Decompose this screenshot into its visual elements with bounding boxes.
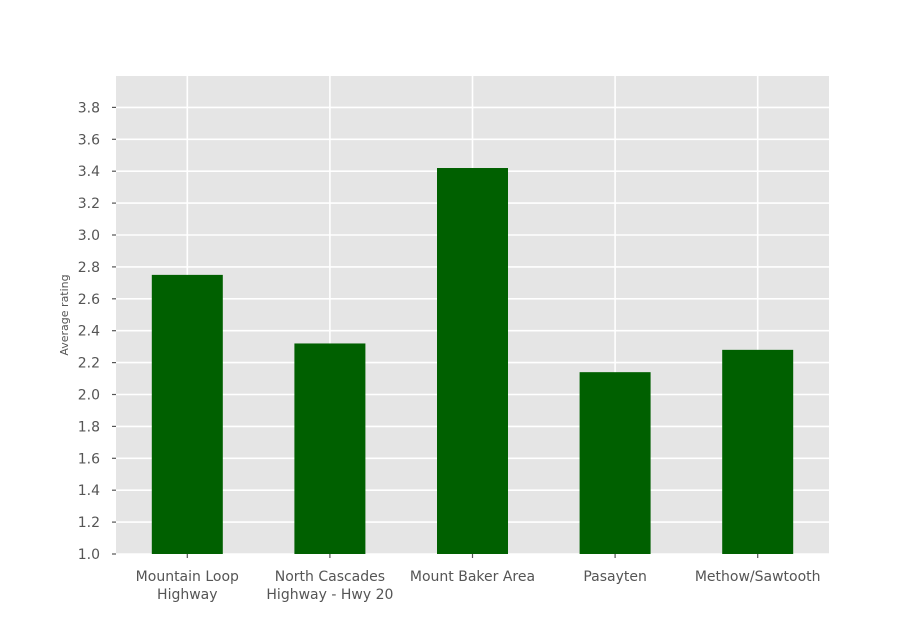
x-tick-label: North Cascades Highway - Hwy 20 <box>266 569 393 603</box>
bars <box>151 168 794 554</box>
y-tick-label: 1.8 <box>78 419 100 435</box>
y-tick-label: 1.4 <box>78 483 100 499</box>
bar <box>722 349 794 554</box>
x-tick-label: Mountain Loop Highway <box>136 569 239 603</box>
y-tick-label: 1.2 <box>78 515 100 531</box>
y-tick-label: 2.2 <box>78 356 100 372</box>
bar <box>151 274 223 554</box>
y-axis-label: Average rating <box>58 274 71 355</box>
y-tick-label: 2.6 <box>78 292 100 308</box>
y-tick-label: 3.0 <box>78 228 100 244</box>
y-tick-label: 3.6 <box>78 132 100 148</box>
y-tick-label: 2.8 <box>78 260 100 276</box>
y-tick-label: 1.6 <box>78 451 100 467</box>
y-tick-label: 3.4 <box>78 164 100 180</box>
y-tick-label: 2.0 <box>78 388 100 404</box>
y-tick-label: 1.0 <box>78 547 100 563</box>
x-tick-label: Pasayten <box>583 569 647 585</box>
bar <box>437 168 508 554</box>
bar <box>294 343 366 554</box>
y-tick-label: 2.4 <box>78 324 100 340</box>
x-axis: Mountain Loop Highway North Cascades Highwa… <box>136 554 821 603</box>
y-tick-label: 3.8 <box>78 100 100 116</box>
x-tick-label: Methow/Sawtooth <box>695 569 821 585</box>
y-axis: 1.0 1.2 1.4 1.6 1.8 2.0 2.2 2.4 2.6 2.8 3.0 3.2 3.4 3… <box>78 100 116 563</box>
x-tick-label: Mount Baker Area <box>410 569 535 585</box>
bar <box>579 372 651 554</box>
y-tick-label: 3.2 <box>78 196 100 212</box>
